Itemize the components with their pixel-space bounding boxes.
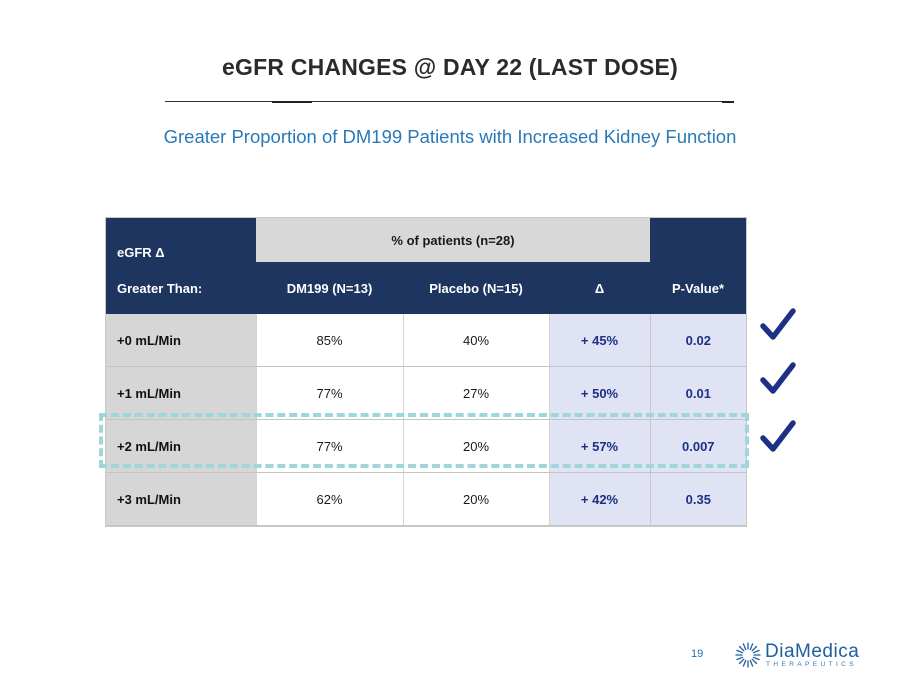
dm199-value: 62% (255, 472, 403, 526)
slide-subtitle: Greater Proportion of DM199 Patients wit… (163, 126, 737, 147)
table-row: +3 mL/Min 62% 20% + 42% 0.35 (106, 472, 747, 526)
delta-value: + 45% (548, 314, 651, 367)
row-label: +1 mL/Min (106, 366, 256, 420)
table-row: +0 mL/Min 85% 40% + 45% 0.02 (106, 314, 747, 367)
table-header-row: Greater Than: DM199 (N=13) Placebo (N=15… (106, 262, 747, 314)
checkmark-icon (760, 420, 796, 452)
delta-value: + 50% (548, 366, 651, 420)
column-header-delta: Δ (594, 280, 605, 296)
placebo-value: 20% (402, 472, 549, 526)
egfr-delta-header: eGFR Δ (117, 245, 165, 260)
logo-wordmark: DiaMedica (765, 641, 860, 662)
company-logo: DiaMedica THERAPEUTICS (735, 640, 865, 672)
row-label: +0 mL/Min (106, 314, 256, 367)
table-header-row-top: eGFR Δ % of patients (n=28) (106, 218, 747, 262)
table-row: +1 mL/Min 77% 27% + 50% 0.01 (106, 366, 747, 420)
checkmark-icon (760, 308, 796, 340)
pvalue-value: 0.02 (649, 314, 747, 367)
patients-group-header: % of patients (n=28) (256, 218, 651, 262)
egfr-results-table: eGFR Δ % of patients (n=28) Greater Than… (106, 218, 747, 526)
pvalue-value: 0.35 (649, 472, 747, 526)
column-header-placebo: Placebo (N=15) (429, 280, 523, 296)
column-header-threshold: Greater Than: (117, 280, 203, 296)
pvalue-value: 0.01 (649, 366, 747, 420)
row-label: +3 mL/Min (106, 472, 256, 526)
page-number: 19 (691, 648, 704, 660)
title-divider-accent-left (272, 101, 312, 103)
placebo-value: 27% (402, 366, 549, 420)
title-divider-accent-right (722, 101, 734, 103)
dm199-value: 85% (255, 314, 403, 367)
checkmark-icon (760, 362, 796, 394)
logo-tagline: THERAPEUTICS (766, 661, 858, 668)
dm199-value: 77% (255, 366, 403, 420)
placebo-value: 40% (402, 314, 549, 367)
title-divider (165, 101, 733, 102)
sunburst-logo-icon (735, 642, 761, 668)
header-spacer (650, 218, 746, 262)
slide-title: eGFR CHANGES @ DAY 22 (LAST DOSE) (222, 54, 678, 80)
column-header-dm199: DM199 (N=13) (286, 280, 373, 296)
highlight-dashed-box (99, 413, 749, 468)
column-header-pvalue: P-Value* (672, 280, 725, 296)
delta-value: + 42% (548, 472, 651, 526)
